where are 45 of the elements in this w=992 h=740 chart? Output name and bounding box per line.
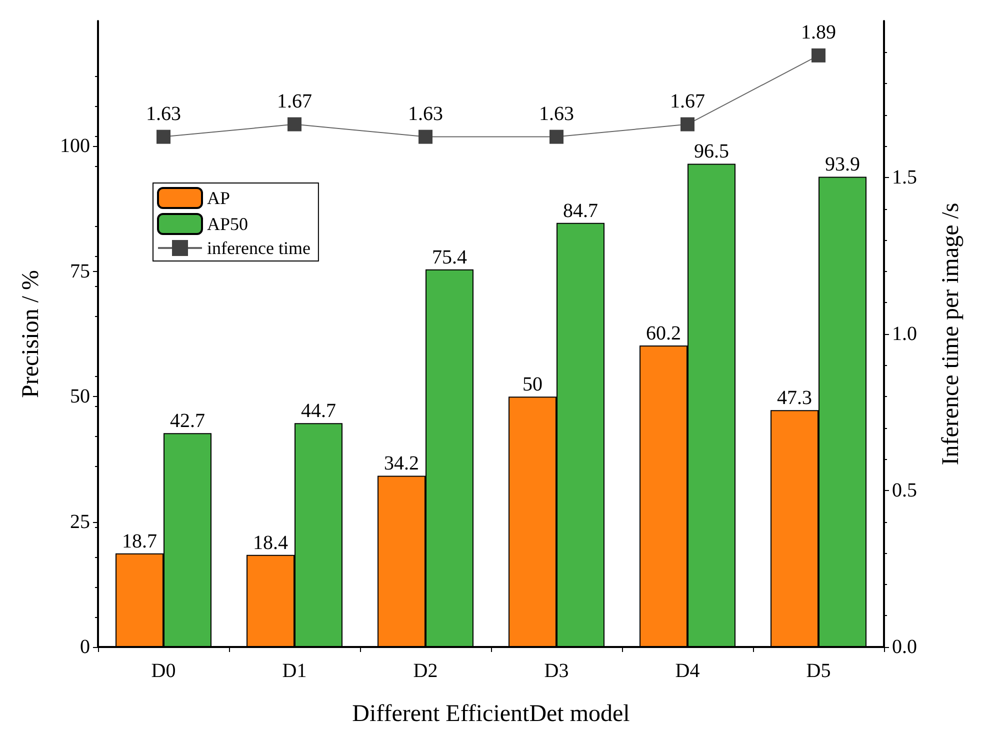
y-tick-label: 0 xyxy=(80,636,90,658)
y-tick-label: 75 xyxy=(70,260,90,282)
y-tick-label: 50 xyxy=(70,386,90,408)
data-label: 1.63 xyxy=(408,102,443,125)
data-label: 1.89 xyxy=(801,21,836,44)
point xyxy=(550,130,564,144)
data-label: 1.67 xyxy=(277,90,312,112)
y-tick-label: 25 xyxy=(70,510,90,533)
data-label: 18.7 xyxy=(122,530,157,552)
y2-axis-title: Inference time per image /s xyxy=(938,202,964,466)
point xyxy=(418,130,432,144)
x-tick-label: D2 xyxy=(413,660,438,682)
data-label: 60.2 xyxy=(646,322,681,345)
x-tick-label: D3 xyxy=(544,660,569,682)
data-label: 47.3 xyxy=(777,387,812,410)
y-axis-title: Precision / % xyxy=(18,270,44,398)
data-label: 1.67 xyxy=(670,90,705,112)
x-tick-label: D4 xyxy=(675,660,700,682)
data-label: 1.63 xyxy=(539,102,574,125)
data-label: 93.9 xyxy=(825,154,860,176)
point xyxy=(288,117,302,132)
y2-tick-label: 1.0 xyxy=(892,323,917,345)
legend-label: AP xyxy=(207,188,230,208)
data-label: 42.7 xyxy=(170,410,205,432)
y2-tick-label: 1.5 xyxy=(892,166,917,188)
x-tick-label: D5 xyxy=(806,660,831,682)
data-label: 50 xyxy=(522,374,542,396)
data-label: 84.7 xyxy=(563,200,598,222)
data-label: 96.5 xyxy=(694,140,729,163)
x-axis-title: Different EfficientDet model xyxy=(352,701,630,727)
x-tick-label: D1 xyxy=(282,660,307,682)
legend-label: inference time xyxy=(207,238,310,258)
data-label: 1.63 xyxy=(146,102,181,125)
point xyxy=(680,117,694,132)
data-label: 34.2 xyxy=(384,452,419,475)
point xyxy=(156,130,170,144)
data-label: 75.4 xyxy=(432,246,467,268)
point xyxy=(812,48,826,62)
y2-tick-label: 0.0 xyxy=(892,636,917,658)
y2-tick-label: 0.5 xyxy=(892,480,917,502)
data-label: 18.4 xyxy=(253,532,288,554)
y-tick-label: 100 xyxy=(60,135,90,158)
x-tick-label: D0 xyxy=(151,660,176,682)
legend-label: AP50 xyxy=(207,214,248,234)
data-label: 44.7 xyxy=(301,400,336,422)
